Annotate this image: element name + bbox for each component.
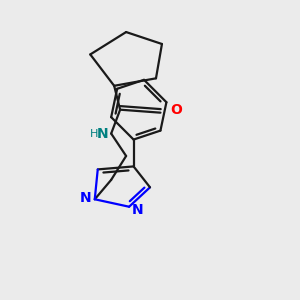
Text: O: O [170,103,182,117]
Text: N: N [80,191,92,205]
Text: N: N [97,127,108,141]
Text: H: H [90,129,99,139]
Text: N: N [132,203,144,217]
